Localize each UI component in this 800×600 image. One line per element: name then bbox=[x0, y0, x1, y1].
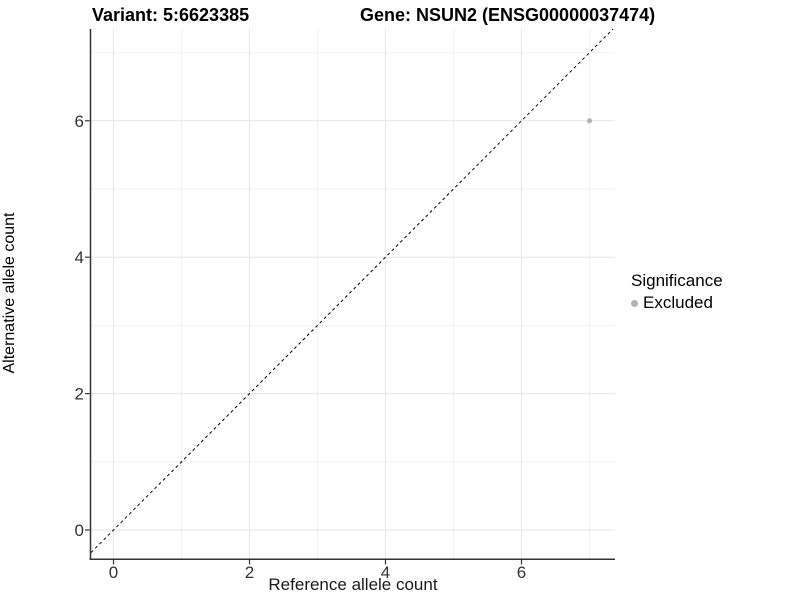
x-axis-title: Reference allele count bbox=[268, 575, 438, 594]
legend: Significance Excluded bbox=[631, 271, 723, 313]
point-icon bbox=[631, 299, 638, 307]
y-axis-title: Alternative allele count bbox=[1, 212, 18, 374]
legend-item-label: Excluded bbox=[643, 293, 713, 312]
data-point bbox=[586, 118, 593, 124]
identity-line bbox=[90, 28, 614, 553]
y-tick-label: 0 bbox=[75, 521, 84, 540]
x-tick-label: 2 bbox=[245, 563, 254, 582]
y-tick-label: 4 bbox=[75, 248, 84, 267]
x-tick-label: 4 bbox=[381, 563, 390, 582]
y-tick-label: 6 bbox=[75, 112, 84, 131]
plot-title-gene: Gene: NSUN2 (ENSG00000037474) bbox=[360, 5, 656, 25]
legend-item-excluded: Excluded bbox=[631, 293, 723, 313]
plot-title-variant: Variant: 5:6623385 bbox=[92, 5, 250, 25]
x-tick-label: 6 bbox=[517, 563, 526, 582]
y-tick-label: 2 bbox=[75, 385, 84, 404]
x-tick-label: 0 bbox=[109, 563, 118, 582]
legend-title: Significance bbox=[631, 271, 723, 290]
